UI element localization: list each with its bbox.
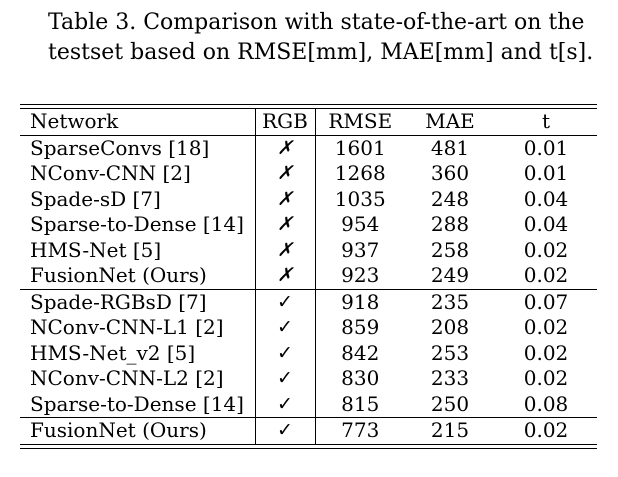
cell-rgb-cross: ✗ <box>254 263 316 289</box>
header-rgb: RGB <box>254 109 316 135</box>
table-row: FusionNet (Ours) ✓ 773 215 0.02 <box>20 417 597 444</box>
table-row: Sparse-to-Dense [14] ✓ 815 250 0.08 <box>20 391 597 418</box>
cell-rmse: 859 <box>341 315 380 340</box>
cell-rgb-check: ✓ <box>254 340 316 366</box>
header-row: Network RGB RMSE MAE t <box>20 109 597 135</box>
cell-mae: 253 <box>430 340 470 365</box>
cell-mae: 233 <box>430 366 470 391</box>
cell-t: 0.02 <box>523 263 569 288</box>
header-mae: MAE <box>425 109 475 134</box>
cell-rmse: 923 <box>341 263 380 288</box>
cell-rmse: 937 <box>341 237 380 262</box>
cell-t: 0.02 <box>523 340 569 365</box>
table-row: NConv-CNN-L1 [2] ✓ 859 208 0.02 <box>20 315 597 341</box>
cell-network: HMS-Net [5] <box>30 237 162 262</box>
comparison-table: Network RGB RMSE MAE t SparseConvs [18] … <box>20 104 597 449</box>
cell-t: 0.08 <box>523 391 569 416</box>
cell-t: 0.02 <box>495 417 597 444</box>
cell-mae: 248 <box>430 186 470 211</box>
cell-rmse: 918 <box>315 288 405 315</box>
header-t: t <box>541 109 551 134</box>
cell-t: 0.04 <box>523 186 569 211</box>
cell-rgb-check: ✓ <box>254 288 316 315</box>
cell-mae: 208 <box>430 315 470 340</box>
cell-mae: 235 <box>405 288 495 315</box>
caption-line-2: testset based on RMSE[mm], MAE[mm] and t… <box>48 40 594 65</box>
cell-rmse: 815 <box>341 391 380 416</box>
header-network: Network <box>30 109 119 134</box>
cell-mae: 250 <box>430 391 470 416</box>
cell-rgb-cross: ✗ <box>254 186 316 212</box>
cell-rmse: 1035 <box>334 186 386 211</box>
cell-rgb-cross: ✗ <box>254 237 316 263</box>
top-double-rule <box>20 104 597 109</box>
cell-network: Sparse-to-Dense [14] <box>30 212 244 237</box>
cell-network: NConv-CNN-L2 [2] <box>30 366 224 391</box>
cell-network: SparseConvs [18] <box>20 134 255 161</box>
cell-mae: 249 <box>430 263 470 288</box>
cell-rgb-check: ✓ <box>254 391 316 418</box>
cell-network: Sparse-to-Dense [14] <box>30 391 244 416</box>
cell-t: 0.02 <box>523 237 569 262</box>
cell-rgb-cross: ✗ <box>254 161 316 187</box>
cell-rgb-cross: ✗ <box>254 212 316 238</box>
cell-rmse: 1601 <box>315 134 405 161</box>
table-row: Spade-sD [7] ✗ 1035 248 0.04 <box>20 186 597 212</box>
table-row: SparseConvs [18] ✗ 1601 481 0.01 <box>20 134 597 161</box>
results-table: Network RGB RMSE MAE t SparseConvs [18] … <box>20 109 597 444</box>
cell-rmse: 1268 <box>334 161 386 186</box>
cell-rgb-check: ✓ <box>254 417 316 444</box>
cell-t: 0.01 <box>523 161 569 186</box>
cell-mae: 481 <box>405 134 495 161</box>
cell-network: Spade-sD [7] <box>30 186 161 211</box>
table-caption: Table 3. Comparison with state-of-the-ar… <box>48 8 594 68</box>
table-row: NConv-CNN-L2 [2] ✓ 830 233 0.02 <box>20 366 597 392</box>
cell-mae: 258 <box>430 237 470 262</box>
cell-network: NConv-CNN [2] <box>30 161 191 186</box>
caption-line-1: Table 3. Comparison with state-of-the-ar… <box>48 10 585 35</box>
table-row: NConv-CNN [2] ✗ 1268 360 0.01 <box>20 161 597 187</box>
cell-network: NConv-CNN-L1 [2] <box>30 315 224 340</box>
cell-rgb-check: ✓ <box>254 315 316 341</box>
cell-rmse: 954 <box>341 212 380 237</box>
cell-network: FusionNet (Ours) <box>20 417 255 444</box>
cell-network: HMS-Net_v2 [5] <box>30 340 196 365</box>
cell-rgb-cross: ✗ <box>254 134 316 161</box>
cell-rmse: 842 <box>341 340 380 365</box>
cell-network: FusionNet (Ours) <box>30 263 207 288</box>
cell-rgb-check: ✓ <box>254 366 316 392</box>
cell-t: 0.07 <box>495 288 597 315</box>
cell-rmse: 773 <box>315 417 405 444</box>
cell-network: Spade-RGBsD [7] <box>20 288 255 315</box>
cell-mae: 360 <box>430 161 470 186</box>
cell-t: 0.02 <box>523 315 569 340</box>
cell-t: 0.02 <box>523 366 569 391</box>
table-row: HMS-Net [5] ✗ 937 258 0.02 <box>20 237 597 263</box>
table-row: Spade-RGBsD [7] ✓ 918 235 0.07 <box>20 288 597 315</box>
cell-mae: 288 <box>430 212 470 237</box>
table-row: Sparse-to-Dense [14] ✗ 954 288 0.04 <box>20 212 597 238</box>
cell-t: 0.01 <box>495 134 597 161</box>
cell-rmse: 830 <box>341 366 380 391</box>
table-row: FusionNet (Ours) ✗ 923 249 0.02 <box>20 263 597 289</box>
cell-t: 0.04 <box>523 212 569 237</box>
bottom-double-rule <box>20 443 597 449</box>
table-row: HMS-Net_v2 [5] ✓ 842 253 0.02 <box>20 340 597 366</box>
header-rmse: RMSE <box>328 109 393 134</box>
cell-mae: 215 <box>405 417 495 444</box>
